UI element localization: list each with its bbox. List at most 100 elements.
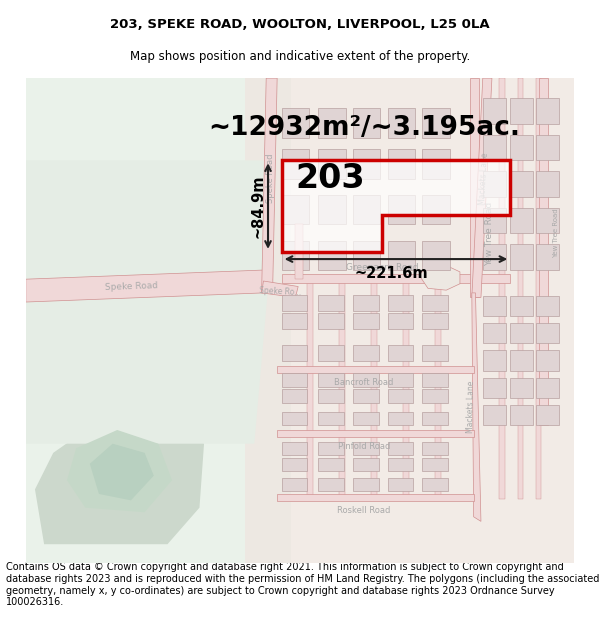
- Polygon shape: [90, 444, 154, 501]
- Bar: [536, 135, 559, 161]
- Bar: [318, 442, 344, 454]
- Bar: [282, 442, 307, 454]
- Bar: [282, 389, 307, 402]
- Text: Bancroft Road: Bancroft Road: [334, 378, 394, 387]
- Text: 203, SPEKE ROAD, WOOLTON, LIVERPOOL, L25 0LA: 203, SPEKE ROAD, WOOLTON, LIVERPOOL, L25…: [110, 19, 490, 31]
- Text: ~84.9m: ~84.9m: [250, 174, 265, 238]
- Bar: [307, 279, 313, 499]
- Text: ~12932m²/~3.195ac.: ~12932m²/~3.195ac.: [208, 116, 520, 141]
- Text: Speke Road: Speke Road: [266, 154, 275, 203]
- Bar: [388, 108, 415, 138]
- Bar: [353, 195, 380, 224]
- Bar: [422, 108, 450, 138]
- Polygon shape: [419, 266, 460, 290]
- Bar: [510, 244, 533, 270]
- Bar: [422, 313, 448, 329]
- Bar: [318, 458, 344, 471]
- Bar: [282, 195, 309, 224]
- Bar: [536, 323, 559, 343]
- Bar: [539, 78, 548, 426]
- Bar: [318, 313, 344, 329]
- Bar: [282, 295, 307, 311]
- Bar: [318, 478, 344, 491]
- Text: Mackets Lane: Mackets Lane: [466, 381, 475, 433]
- Bar: [536, 208, 559, 234]
- Bar: [388, 149, 415, 179]
- Bar: [422, 412, 448, 426]
- Bar: [353, 149, 380, 179]
- Bar: [536, 78, 541, 499]
- Bar: [483, 98, 506, 124]
- Bar: [483, 378, 506, 398]
- Bar: [422, 389, 448, 402]
- Bar: [510, 171, 533, 197]
- Text: Map shows position and indicative extent of the property.: Map shows position and indicative extent…: [130, 50, 470, 62]
- Bar: [318, 345, 344, 361]
- Text: Speke Road: Speke Road: [104, 281, 158, 292]
- Bar: [388, 345, 413, 361]
- Bar: [277, 494, 473, 501]
- Bar: [388, 442, 413, 454]
- Polygon shape: [472, 78, 492, 298]
- Bar: [282, 149, 309, 179]
- Bar: [536, 405, 559, 426]
- Bar: [282, 274, 510, 283]
- Text: Speke Ro...: Speke Ro...: [259, 286, 301, 298]
- Bar: [318, 241, 346, 270]
- Bar: [510, 378, 533, 398]
- Bar: [422, 241, 450, 270]
- Bar: [536, 351, 559, 371]
- Text: Yew Tree Road: Yew Tree Road: [553, 209, 559, 258]
- Bar: [388, 195, 415, 224]
- Polygon shape: [282, 161, 510, 252]
- Bar: [518, 78, 523, 499]
- Bar: [318, 412, 344, 426]
- Bar: [499, 78, 505, 499]
- Bar: [339, 279, 345, 499]
- Bar: [510, 296, 533, 316]
- Bar: [353, 389, 379, 402]
- Bar: [282, 108, 309, 138]
- Bar: [318, 389, 344, 402]
- Bar: [353, 478, 379, 491]
- Polygon shape: [262, 281, 298, 298]
- Bar: [388, 313, 413, 329]
- Bar: [388, 458, 413, 471]
- Bar: [353, 373, 379, 387]
- Text: Mackets Lane: Mackets Lane: [478, 152, 490, 205]
- Bar: [483, 405, 506, 426]
- Bar: [483, 208, 506, 234]
- Bar: [388, 373, 413, 387]
- Bar: [483, 323, 506, 343]
- Text: Yew Tree Road: Yew Tree Road: [485, 201, 494, 266]
- Bar: [536, 244, 559, 270]
- Bar: [282, 458, 307, 471]
- Bar: [388, 389, 413, 402]
- Bar: [483, 171, 506, 197]
- Polygon shape: [272, 78, 574, 562]
- Bar: [435, 279, 441, 499]
- Text: Pinfold Road: Pinfold Road: [338, 442, 390, 451]
- Bar: [388, 295, 413, 311]
- Bar: [510, 351, 533, 371]
- Text: Contains OS data © Crown copyright and database right 2021. This information is : Contains OS data © Crown copyright and d…: [6, 562, 599, 608]
- Bar: [422, 478, 448, 491]
- Text: ~221.6m: ~221.6m: [355, 266, 428, 281]
- Bar: [353, 458, 379, 471]
- Bar: [483, 296, 506, 316]
- Bar: [483, 244, 506, 270]
- Polygon shape: [472, 293, 481, 521]
- Polygon shape: [26, 270, 272, 302]
- Bar: [510, 405, 533, 426]
- Bar: [282, 478, 307, 491]
- Bar: [388, 412, 413, 426]
- Polygon shape: [67, 430, 172, 512]
- Bar: [483, 135, 506, 161]
- Bar: [510, 208, 533, 234]
- Bar: [353, 442, 379, 454]
- Bar: [388, 478, 413, 491]
- Bar: [371, 279, 377, 499]
- Bar: [422, 373, 448, 387]
- Bar: [282, 241, 309, 270]
- Bar: [422, 195, 450, 224]
